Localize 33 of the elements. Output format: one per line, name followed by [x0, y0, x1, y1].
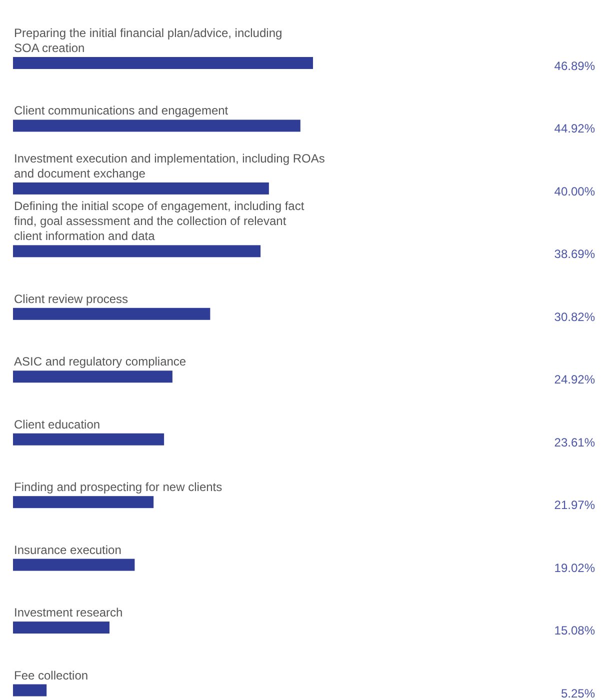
- y-tick-label: ASIC and regulatory compliance: [14, 354, 186, 369]
- data-label: 19.02%: [554, 560, 596, 575]
- bar: [13, 370, 172, 383]
- bar: [13, 120, 300, 132]
- y-tick-label: Client communications and engagement: [14, 104, 229, 118]
- bar: [13, 558, 135, 571]
- y-tick-label: Client review process: [14, 292, 128, 306]
- bar: [13, 308, 210, 320]
- bar: [13, 622, 110, 634]
- data-label: 38.69%: [554, 247, 596, 262]
- data-label: 46.89%: [554, 59, 596, 73]
- y-tick-label: Preparing the initial financial plan/advice, including SOA creation: [14, 26, 282, 55]
- data-label: 21.97%: [554, 498, 596, 512]
- bar: [13, 57, 313, 69]
- data-label: 30.82%: [554, 310, 596, 324]
- y-tick-label: Client education: [14, 417, 100, 432]
- bar: [13, 245, 261, 258]
- data-label: 15.08%: [554, 624, 596, 638]
- data-label: 40.00%: [554, 184, 596, 198]
- data-label: 44.92%: [554, 122, 596, 136]
- bar: [13, 182, 269, 194]
- y-tick-label: Finding and prospecting for new clients: [14, 480, 222, 494]
- y-tick-label: Defining the initial scope of engagement, including fact find, goal assessment and the collection of relevant client information and data: [14, 199, 305, 244]
- bar: [13, 496, 154, 508]
- y-tick-label: Fee collection: [14, 668, 88, 682]
- bar: [13, 433, 164, 446]
- bar: [13, 684, 47, 696]
- data-label: 5.25%: [560, 686, 596, 700]
- y-tick-label: Insurance execution: [14, 542, 122, 557]
- y-tick-label: Investment execution and implementation, including ROAs and document exchange: [14, 151, 325, 180]
- y-tick-label: Investment research: [14, 606, 123, 620]
- data-label: 24.92%: [554, 372, 596, 387]
- data-label: 23.61%: [554, 435, 596, 450]
